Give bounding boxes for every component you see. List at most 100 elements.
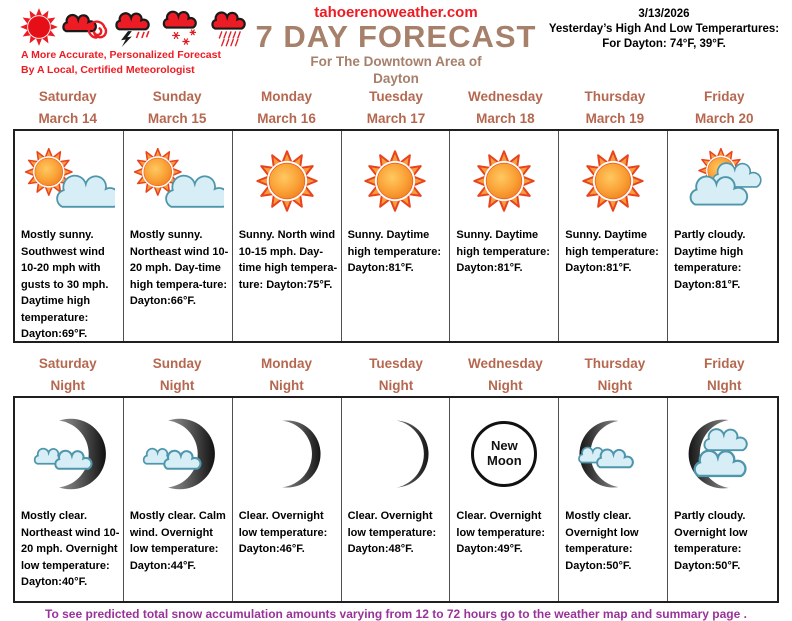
forecast-text: Partly cloudy. Daytime high temperature:… [674, 229, 746, 291]
title-block: tahoerenoweather.com 7 DAY FORECAST For … [231, 4, 561, 88]
column-sub-label: NIght [707, 378, 742, 393]
column-day-label: Thursday [584, 89, 646, 104]
forecast-text: Sunny. Daytime high temperature: Dayton:… [456, 229, 550, 274]
day-header-thursday: Thursday March 19 [560, 86, 669, 129]
night-header-thursday: Thursday Night [560, 353, 669, 396]
sunny-icon [342, 131, 450, 223]
waning-clouds-icon [559, 398, 667, 504]
column-day-label: Sunday [152, 356, 202, 371]
day-cell-sunday: Mostly sunny. Northeast wind 10-20 mph. … [124, 131, 233, 341]
column-day-label: Tuesday [369, 356, 423, 371]
column-sub-label: Night [597, 378, 633, 393]
mostly-sunny-icon [15, 131, 123, 223]
thunderstorm-cloud-icon [108, 8, 158, 48]
new-moon-label: New Moon [487, 438, 522, 468]
forecast-text: Mostly sunny. Southwest wind 10-20 mph w… [21, 229, 109, 340]
column-sub-label: March 16 [257, 111, 316, 126]
column-sub-label: March 18 [476, 111, 535, 126]
logo-tagline-2: By A Local, Certified Meteorologist [21, 64, 195, 77]
sunny-icon [450, 131, 558, 223]
subtitle-area: For The Downtown Area of [310, 53, 482, 69]
column-sub-label: March 14 [38, 111, 97, 126]
forecast-text: Clear. Overnight low temperature: Dayton… [347, 510, 437, 555]
moon-clouds-icon [124, 398, 232, 504]
logo-tagline-1: A More Accurate, Personalized Forecast [21, 49, 221, 61]
column-sub-label: Night [269, 378, 304, 393]
crescent-icon [233, 398, 341, 504]
forecast-text: Sunny. Daytime high temperature: Dayton:… [347, 229, 442, 274]
report-date: 3/13/2026 [638, 8, 690, 20]
column-sub-label: Night [488, 378, 523, 393]
day-cell-monday: Sunny. North wind 10-15 mph. Day-time hi… [233, 131, 342, 341]
night-column-headers: Saturday Night Sunday Night Monday Night… [13, 353, 779, 396]
column-day-label: Friday [704, 356, 745, 371]
night-cell-saturday: Mostly clear. Northeast wind 10-20 mph. … [15, 398, 124, 601]
forecast-text: Clear. Overnight low temperature: Dayton… [238, 510, 328, 555]
night-cell-monday: Clear. Overnight low temperature: Dayton… [233, 398, 342, 601]
column-day-label: Monday [261, 89, 313, 104]
night-header-sunday: Sunday Night [122, 353, 231, 396]
night-cell-wednesday: New Moon Clear. Overnight low temperatur… [450, 398, 560, 601]
mostly-sunny-icon [124, 131, 232, 223]
windy-cloud-icon [58, 8, 110, 48]
yesterday-temps-line1: Yesterday’s High And Low Temperartures: [548, 23, 780, 36]
column-sub-label: March 19 [585, 111, 645, 126]
column-day-label: Tuesday [369, 89, 423, 104]
logo-icons [8, 2, 260, 48]
column-sub-label: Night [50, 378, 85, 393]
snow-cloud-icon [156, 8, 206, 48]
day-cell-friday: Partly cloudy. Daytime high temperature:… [668, 131, 777, 341]
forecast-text: Mostly clear. Northeast wind 10-20 mph. … [21, 510, 120, 588]
column-day-label: Monday [261, 356, 313, 371]
day-header-saturday: Saturday March 14 [13, 86, 122, 129]
forecast-text: Mostly clear. Calm wind. Overnight low t… [129, 510, 226, 572]
day-header-friday: Friday March 20 [670, 86, 779, 129]
yesterday-temps-line2: For Dayton: 74°F, 39°F. [602, 38, 726, 51]
forecast-text: Clear. Overnight low temperature: Dayton… [456, 510, 546, 555]
sunny-icon [559, 131, 667, 223]
page-header: A More Accurate, Personalized Forecast B… [0, 0, 792, 86]
day-cell-tuesday: Sunny. Daytime high temperature: Dayton:… [342, 131, 451, 341]
night-header-saturday: Saturday Night [13, 353, 122, 396]
forecast-text: Partly cloudy. Overnight low temperature… [674, 510, 748, 572]
day-forecast-grid: Mostly sunny. Southwest wind 10-20 mph w… [13, 129, 779, 343]
snow-note: To see predicted total snow accumulation… [45, 607, 747, 621]
crescent-thin-icon [342, 398, 450, 504]
night-cell-sunday: Mostly clear. Calm wind. Overnight low t… [124, 398, 233, 601]
column-day-label: Thursday [584, 356, 646, 371]
day-header-sunday: Sunday March 15 [122, 86, 231, 129]
column-sub-label: March 20 [695, 111, 754, 126]
sun-icon [18, 6, 60, 48]
night-cell-tuesday: Clear. Overnight low temperature: Dayton… [342, 398, 451, 601]
new-moon-circle: New Moon [471, 421, 538, 487]
day-header-monday: Monday March 16 [232, 86, 341, 129]
page-title: 7 DAY FORECAST [255, 19, 537, 54]
night-header-tuesday: Tuesday Night [341, 353, 450, 396]
column-day-label: Wednesday [468, 356, 543, 371]
partly-cloudy-icon [668, 131, 777, 223]
forecast-text: Mostly clear. Overnight low temperature:… [565, 510, 639, 572]
column-day-label: Saturday [38, 89, 97, 104]
column-sub-label: Night [378, 378, 414, 393]
day-header-wednesday: Wednesday March 18 [451, 86, 560, 129]
column-sub-label: Night [159, 378, 195, 393]
night-cell-friday: Partly cloudy. Overnight low temperature… [668, 398, 777, 601]
night-forecast-grid: Mostly clear. Northeast wind 10-20 mph. … [13, 396, 779, 603]
forecast-text: Sunny. Daytime high temperature: Dayton:… [565, 229, 659, 274]
column-day-label: Wednesday [468, 89, 543, 104]
column-sub-label: March 17 [366, 111, 426, 126]
rain-cloud-icon [204, 8, 254, 48]
day-header-tuesday: Tuesday March 17 [341, 86, 450, 129]
day-cell-saturday: Mostly sunny. Southwest wind 10-20 mph w… [15, 131, 124, 341]
column-day-label: Friday [704, 89, 745, 104]
new-moon-icon: New Moon [450, 398, 558, 504]
moon-clouds-icon [15, 398, 123, 504]
day-cell-thursday: Sunny. Daytime high temperature: Dayton:… [559, 131, 669, 341]
column-day-label: Sunday [152, 89, 202, 104]
night-header-friday: Friday NIght [670, 353, 779, 396]
yesterday-info: 3/13/2026 Yesterday’s High And Low Tempe… [538, 7, 790, 53]
sunny-icon [233, 131, 341, 223]
column-sub-label: March 15 [147, 111, 207, 126]
forecast-text: Sunny. North wind 10-15 mph. Day-time hi… [238, 229, 338, 291]
logo: A More Accurate, Personalized Forecast B… [8, 2, 260, 78]
